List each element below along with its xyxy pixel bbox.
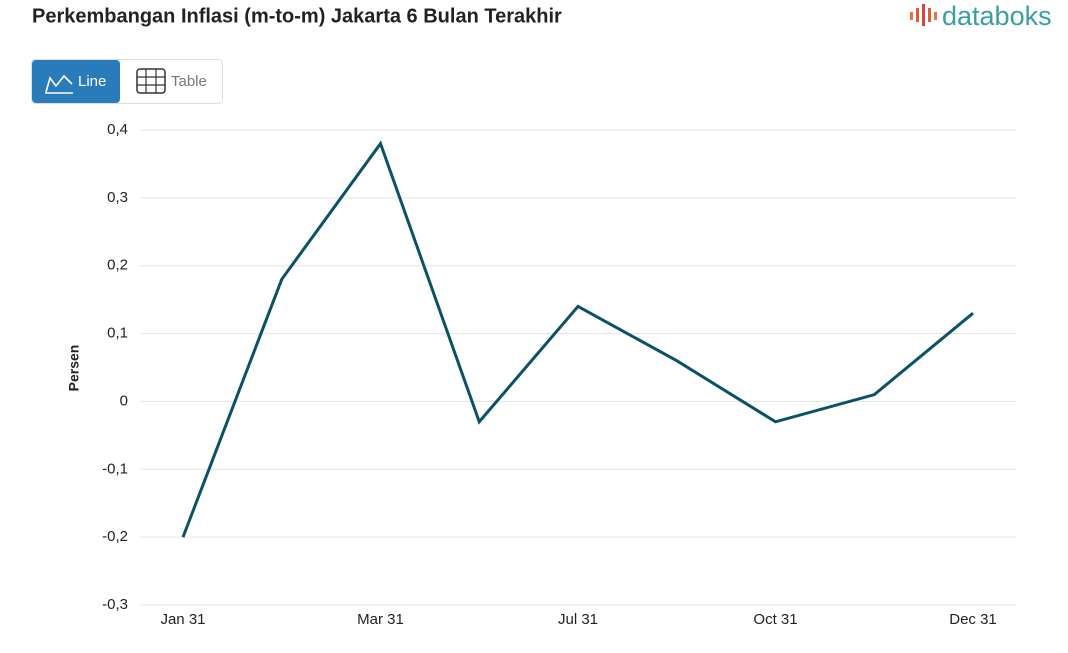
line-button[interactable]: Line [32, 60, 120, 103]
x-tick-label: Oct 31 [753, 611, 797, 628]
y-tick-label: 0,1 [107, 325, 128, 342]
y-tick-label: 0,2 [107, 257, 128, 274]
logo-bar [916, 8, 919, 22]
logo-bar [922, 4, 925, 26]
logo-bar [928, 8, 931, 22]
x-tick-label: Jul 31 [558, 611, 598, 628]
line-button-bg [32, 60, 120, 103]
y-tick-label: 0 [120, 392, 128, 409]
chart-title: Perkembangan Inflasi (m-to-m) Jakarta 6 … [32, 5, 562, 27]
data-line [181, 140, 974, 538]
logo-bar [910, 12, 913, 20]
logo-bar [934, 12, 937, 20]
y-tick-label: -0,1 [102, 460, 128, 477]
x-tick-label: Jan 31 [160, 611, 205, 628]
brand-logo: databoks [910, 1, 1052, 31]
y-tick-label: 0,4 [107, 121, 128, 138]
brand-name: databoks [942, 1, 1052, 31]
x-tick-label: Mar 31 [357, 611, 404, 628]
line-icon [45, 74, 73, 93]
y-tick-label: -0,2 [102, 528, 128, 545]
line-button-label: Line [78, 73, 106, 90]
table-icon [137, 69, 165, 93]
table-button[interactable]: Table [136, 68, 207, 94]
table-icon [136, 68, 166, 94]
y-axis-label: Persen [66, 345, 82, 392]
x-tick-label: Dec 31 [949, 611, 997, 628]
table-button-label: Table [171, 73, 207, 90]
y-tick-label: -0,3 [102, 596, 128, 613]
y-tick-label: 0,3 [107, 189, 128, 206]
